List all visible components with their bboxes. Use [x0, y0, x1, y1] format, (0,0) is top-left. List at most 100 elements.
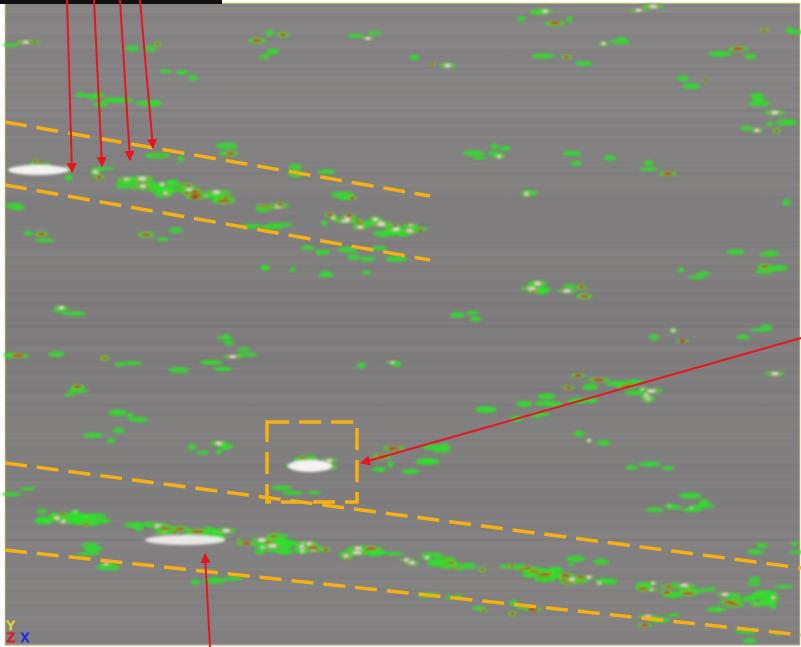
reflection: [644, 394, 649, 397]
stripe: [5, 634, 800, 637]
stripe: [5, 319, 800, 322]
reflection: [537, 393, 556, 400]
stripe: [5, 280, 800, 283]
stripe: [5, 367, 800, 370]
reflection: [58, 306, 65, 309]
reflection: [237, 347, 251, 352]
reflection: [255, 206, 270, 213]
reflection: [144, 152, 166, 159]
stripe: [5, 355, 800, 358]
reflection: [370, 550, 388, 555]
reflection: [668, 612, 679, 618]
reflection: [77, 551, 101, 556]
reflection: [548, 566, 564, 573]
stripe: [5, 490, 800, 493]
reflection: [91, 166, 115, 171]
reflection: [681, 591, 695, 595]
reflection: [224, 576, 244, 581]
reflection: [47, 351, 65, 357]
stripe: [5, 193, 800, 196]
reflection: [788, 550, 801, 554]
reflection: [644, 160, 654, 166]
reflection: [651, 581, 655, 585]
reflection: [145, 535, 225, 545]
stripe: [5, 40, 800, 43]
stripe: [5, 409, 800, 412]
reflection: [662, 172, 674, 176]
reflection: [624, 390, 645, 396]
stripe: [5, 376, 800, 379]
stripe: [5, 346, 800, 349]
reflection: [372, 218, 378, 221]
reflection: [696, 271, 711, 276]
reflection: [637, 587, 647, 591]
stripe: [5, 274, 800, 277]
reflection: [408, 561, 415, 565]
dashed-box: [265, 420, 359, 504]
reflection: [681, 507, 703, 513]
stripe: [5, 454, 800, 457]
reflection: [222, 333, 230, 339]
reflection: [406, 229, 414, 232]
stripe: [5, 31, 800, 34]
stripe: [5, 16, 800, 19]
stripe: [5, 136, 800, 139]
reflection: [535, 575, 556, 583]
reflection: [509, 612, 515, 616]
reflection: [765, 121, 774, 127]
reflection: [513, 564, 527, 569]
reflection: [499, 145, 512, 151]
reflection: [459, 562, 477, 570]
reflection: [112, 427, 125, 434]
reflection: [306, 542, 312, 545]
reflection: [113, 362, 126, 367]
reflection: [257, 538, 267, 542]
reflection: [370, 245, 388, 251]
dashed-line: [4, 461, 801, 570]
reflection: [420, 552, 443, 558]
stripe: [5, 397, 800, 400]
reflection: [699, 498, 709, 506]
arrow: [139, 0, 158, 149]
reflection: [252, 542, 268, 547]
stripe: [5, 628, 800, 631]
reflection: [190, 529, 205, 533]
reflection: [60, 520, 66, 523]
reflection: [265, 29, 275, 37]
reflection: [703, 78, 708, 82]
stripe: [5, 85, 800, 88]
stripe: [5, 307, 800, 310]
stripe: [5, 19, 800, 22]
reflection: [168, 227, 183, 234]
stripe: [5, 331, 800, 334]
reflection: [597, 581, 601, 585]
stripe: [5, 370, 800, 373]
reflection: [344, 217, 351, 221]
stripe: [5, 538, 800, 541]
reflection: [218, 443, 234, 449]
reflection: [155, 42, 160, 46]
reflection: [666, 504, 683, 510]
stripe: [5, 607, 800, 610]
stripe: [5, 631, 800, 634]
stripe: [5, 244, 800, 247]
reflection: [774, 129, 780, 133]
stripe: [5, 385, 800, 388]
reflection: [531, 53, 555, 59]
stripe: [5, 619, 800, 622]
reflection: [177, 155, 184, 162]
stripe: [5, 109, 800, 112]
stripe: [5, 22, 800, 25]
axis-label-y: Y: [5, 620, 16, 635]
reflection: [391, 227, 401, 231]
stripe: [5, 424, 800, 427]
reflection: [480, 567, 485, 571]
reflection: [527, 287, 537, 290]
stripe: [5, 388, 800, 391]
reflection: [167, 187, 186, 192]
reflection: [462, 150, 485, 157]
stripe: [5, 598, 800, 601]
reflection: [199, 359, 223, 365]
stripe: [5, 349, 800, 352]
stripe: [5, 328, 800, 331]
